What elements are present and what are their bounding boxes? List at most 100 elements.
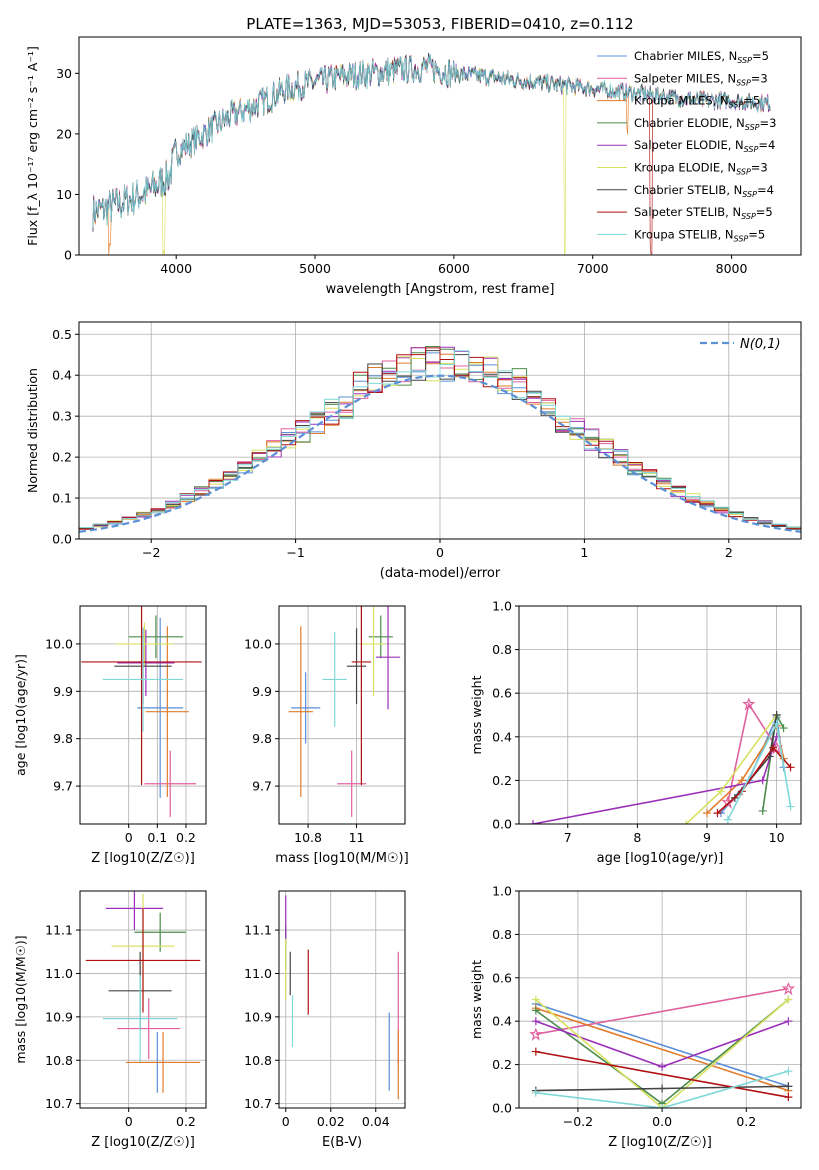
legend-label: Chabrier MILES, NSSP=5 xyxy=(634,49,769,65)
weight-marker xyxy=(531,995,540,1004)
plot-area xyxy=(81,606,202,817)
x-axis-label: (data-model)/error xyxy=(380,566,501,581)
y-axis-label: Flux [f_λ 10⁻¹⁷ erg cm⁻² s⁻¹ A⁻¹] xyxy=(25,46,40,246)
x-tick-label: 2 xyxy=(725,545,733,560)
weight-marker xyxy=(658,1104,667,1108)
chart-age-vs-Z: 0 0.1 0.2 9.7 9.8 9.9 10.0 Z [log10(Z/Z☉)] age [… xyxy=(13,605,207,866)
axes-frame xyxy=(278,890,406,1109)
y-tick-label: 0.3 xyxy=(52,409,72,424)
x-tick-label: −2 xyxy=(142,545,160,560)
x-tick-label: 0 xyxy=(282,1114,290,1129)
weight-marker xyxy=(737,776,746,785)
legend: N(0,1) xyxy=(700,337,781,352)
y-tick-label: 0.2 xyxy=(492,1057,512,1072)
x-tick-label: −1 xyxy=(286,545,304,560)
y-tick-label: 11.0 xyxy=(45,966,73,981)
y-tick-label: 10.8 xyxy=(244,1053,272,1068)
errorbar-point xyxy=(346,628,367,705)
weight-marker xyxy=(781,982,796,996)
legend-label: Salpeter ELODIE, NSSP=4 xyxy=(634,138,775,154)
legend-label: Salpeter STELIB, NSSP=5 xyxy=(634,205,773,221)
x-tick-label: 8000 xyxy=(716,261,748,276)
weight-marker xyxy=(784,1067,793,1076)
x-tick-label: 4000 xyxy=(160,261,192,276)
figure-title: PLATE=1363, MJD=53053, FIBERID=0410, z=0… xyxy=(246,15,633,33)
y-tick-label: 9.7 xyxy=(252,779,272,794)
y-tick-label: 9.9 xyxy=(53,684,73,699)
weight-marker xyxy=(658,1084,667,1093)
y-tick-label: 11.1 xyxy=(244,923,272,938)
x-axis-label: mass [log10(M/M☉)] xyxy=(275,851,408,866)
x-tick-label: 5000 xyxy=(299,261,331,276)
weight-marker xyxy=(786,763,795,772)
chart-age-vs-mass: 10.8 11 9.7 9.8 9.9 10.0 mass [log10(M/M☉)] xyxy=(244,605,409,866)
y-tick-label: 0.5 xyxy=(52,327,72,342)
errorbar-point xyxy=(85,908,201,1013)
weight-marker xyxy=(779,724,788,733)
x-axis-label: age [log10(age/yr)] xyxy=(597,851,724,866)
plot-area xyxy=(85,891,201,1093)
errorbar-point xyxy=(291,672,321,744)
weight-marker xyxy=(531,1088,540,1097)
weight-marker xyxy=(784,1017,793,1026)
x-tick-label: 0.2 xyxy=(736,1114,756,1129)
weight-marker xyxy=(784,1082,793,1091)
weight-marker xyxy=(658,1062,667,1071)
x-tick-label: 10 xyxy=(769,830,785,845)
y-tick-label: 0.4 xyxy=(492,729,512,744)
y-tick-label: 10.7 xyxy=(244,1096,272,1111)
y-tick-label: 0 xyxy=(64,248,72,263)
y-tick-label: 0.6 xyxy=(492,970,512,985)
plot-area xyxy=(79,346,801,533)
x-tick-label: 8 xyxy=(633,830,641,845)
errorbar-point xyxy=(375,606,401,710)
y-tick-label: 0.0 xyxy=(492,817,512,832)
x-tick-label: 0 xyxy=(436,545,444,560)
y-tick-label: 10.0 xyxy=(45,636,73,651)
y-tick-label: 9.8 xyxy=(252,731,272,746)
weight-marker xyxy=(772,711,781,719)
x-axis-label: Z [log10(Z/Z☉)] xyxy=(91,1135,195,1150)
y-axis-label: mass weight xyxy=(469,675,484,754)
x-tick-label: 7000 xyxy=(577,261,609,276)
x-tick-label: −0.2 xyxy=(563,1114,593,1129)
weight-line-kroupa-miles xyxy=(535,1007,789,1092)
x-tick-label: 10.8 xyxy=(294,830,322,845)
errorbar-point xyxy=(117,998,181,1059)
y-axis-label: mass weight xyxy=(469,960,484,1039)
y-tick-label: 0.4 xyxy=(492,1014,512,1029)
errorbar-point xyxy=(351,606,372,786)
y-tick-label: 0.8 xyxy=(492,927,512,942)
legend: Chabrier MILES, NSSP=5 Salpeter MILES, NS… xyxy=(597,49,776,243)
chart-spectrum: Chabrier MILES, NSSP=5 Salpeter MILES, NS… xyxy=(25,36,802,297)
x-tick-label: 9 xyxy=(703,830,711,845)
weight-line-kroupa-elodie xyxy=(535,998,789,1108)
axes-frame xyxy=(78,36,802,256)
legend-label: Kroupa STELIB, NSSP=5 xyxy=(634,227,765,243)
weight-marker xyxy=(528,820,537,824)
chart-mass-weight-vs-age: 7 8 9 10 0.0 0.2 0.4 0.6 0.8 1.0 age [log10(age/yr… xyxy=(469,599,802,866)
x-axis-label: E(B-V) xyxy=(322,1135,362,1150)
y-tick-label: 10.0 xyxy=(244,636,272,651)
y-tick-label: 0.0 xyxy=(52,532,72,547)
weight-marker xyxy=(784,995,793,1004)
y-tick-label: 10 xyxy=(56,187,72,202)
y-tick-label: 11.1 xyxy=(45,923,73,938)
errorbar-point xyxy=(125,1032,201,1093)
x-tick-label: 0.02 xyxy=(317,1114,345,1129)
errorbar-point xyxy=(368,615,393,659)
x-tick-label: 0.04 xyxy=(362,1114,390,1129)
y-tick-label: 10.9 xyxy=(45,1009,73,1024)
x-tick-label: 0.1 xyxy=(147,830,167,845)
x-tick-label: 0 xyxy=(125,1114,133,1129)
y-tick-label: 10.9 xyxy=(244,1009,272,1024)
y-tick-label: 0.2 xyxy=(52,450,72,465)
weight-line-salpeter-miles xyxy=(727,702,778,803)
legend-label: Kroupa MILES, NSSP=5 xyxy=(634,94,760,110)
spectrum-line-kroupa-stelib xyxy=(92,54,771,228)
errorbar-point xyxy=(117,629,175,697)
axes-frame xyxy=(79,890,207,1109)
errorbar-point xyxy=(322,632,347,727)
chart-mass-vs-Z: 0 0.2 10.7 10.8 10.9 11.0 11.1 Z [log10(Z/Z☉)] m… xyxy=(13,890,207,1150)
